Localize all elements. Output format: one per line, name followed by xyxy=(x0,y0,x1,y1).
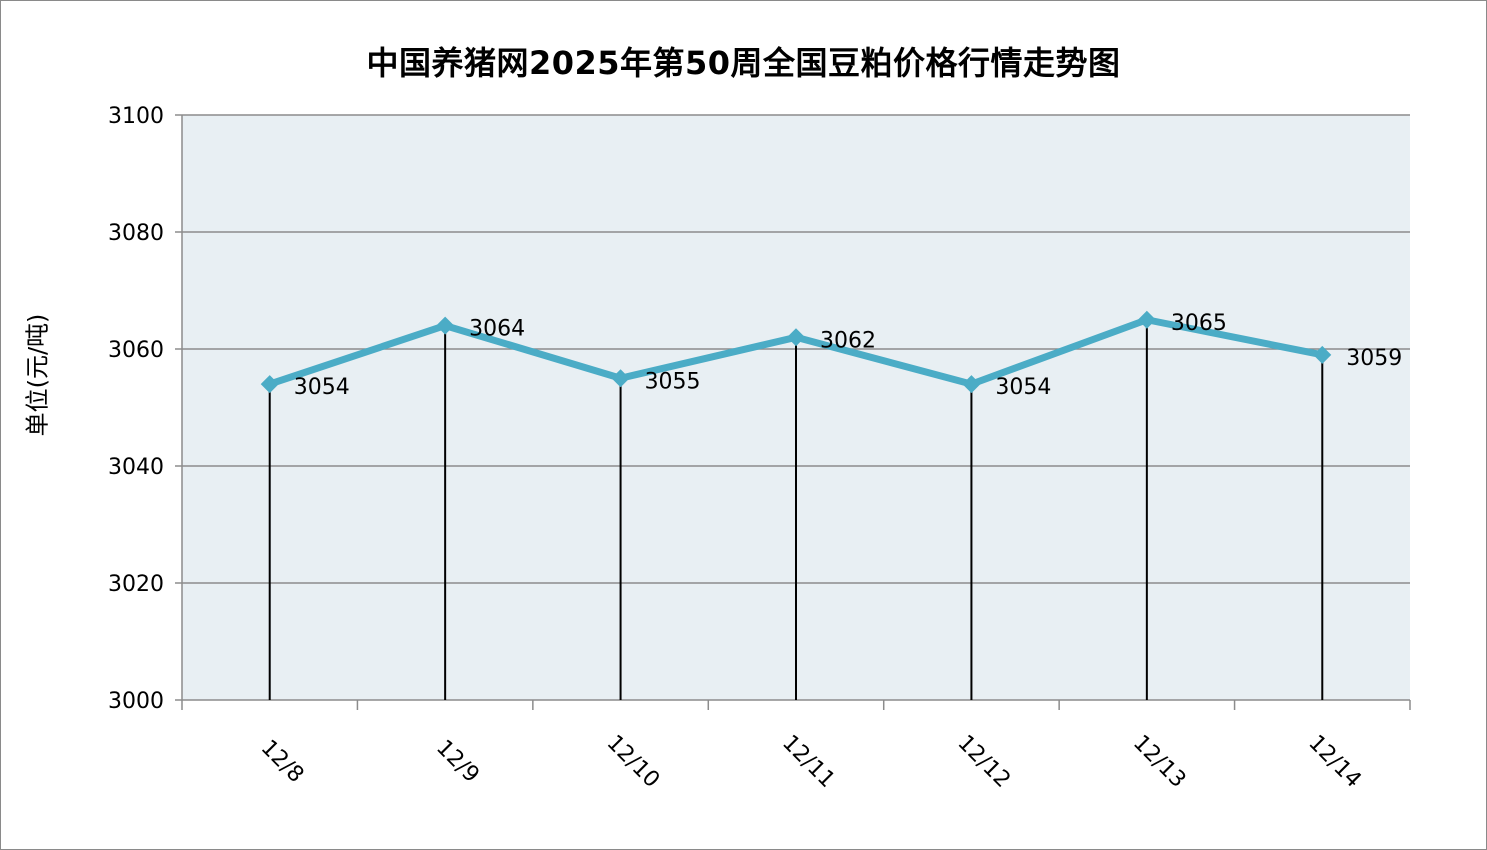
data-label: 3065 xyxy=(1171,311,1227,336)
x-tick-label: 12/13 xyxy=(1128,730,1191,793)
x-tick-label: 12/12 xyxy=(953,730,1016,793)
data-label: 3059 xyxy=(1346,346,1402,371)
y-tick-label: 3000 xyxy=(108,689,164,714)
drop-lines xyxy=(268,319,1324,700)
data-point xyxy=(962,375,981,394)
y-tick-label: 3100 xyxy=(108,104,164,129)
x-tick-labels: 12/8 12/9 12/10 12/11 12/12 12/13 12/14 xyxy=(256,730,1366,793)
y-tick-label: 3040 xyxy=(108,455,164,480)
data-point xyxy=(436,316,455,335)
data-label: 3062 xyxy=(820,328,876,353)
data-point xyxy=(611,369,630,388)
data-point xyxy=(787,328,805,347)
x-tick-label: 12/8 xyxy=(256,735,309,788)
data-label: 3064 xyxy=(469,317,525,342)
data-label: 3054 xyxy=(294,375,350,400)
data-label: 3054 xyxy=(995,375,1051,400)
x-tick-label: 12/9 xyxy=(431,735,484,788)
data-point xyxy=(1313,345,1332,364)
y-tick-label: 3080 xyxy=(108,221,164,246)
x-tick-label: 12/11 xyxy=(777,730,840,793)
y-tick-label: 3060 xyxy=(108,338,164,363)
x-tick-label: 12/14 xyxy=(1303,730,1366,793)
x-tick-label: 12/10 xyxy=(602,730,665,793)
data-markers xyxy=(260,310,1332,394)
y-tick-labels: 3000 3020 3040 3060 3080 3100 xyxy=(108,104,164,714)
data-label: 3055 xyxy=(645,369,701,394)
y-tick-label: 3020 xyxy=(108,572,164,597)
data-point xyxy=(260,375,279,394)
data-point xyxy=(1137,310,1156,329)
data-labels: 3054 3064 3055 3062 3054 3065 3059 xyxy=(294,311,1403,400)
chart-title: 中国养猪网2025年第50周全国豆粕价格行情走势图 xyxy=(366,44,1121,82)
